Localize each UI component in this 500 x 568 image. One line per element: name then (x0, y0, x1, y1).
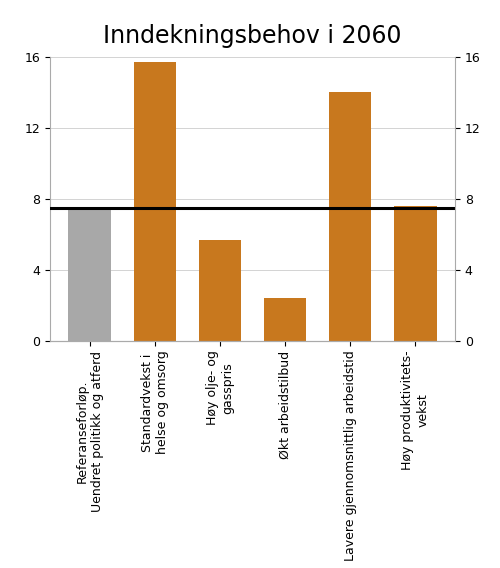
Bar (68, 208, 111, 341)
Bar (394, 206, 436, 341)
Bar (198, 240, 241, 341)
Bar (329, 92, 372, 341)
Bar (264, 298, 306, 341)
Title: Inndekningsbehov i 2060: Inndekningsbehov i 2060 (104, 24, 402, 48)
Bar (134, 62, 176, 341)
